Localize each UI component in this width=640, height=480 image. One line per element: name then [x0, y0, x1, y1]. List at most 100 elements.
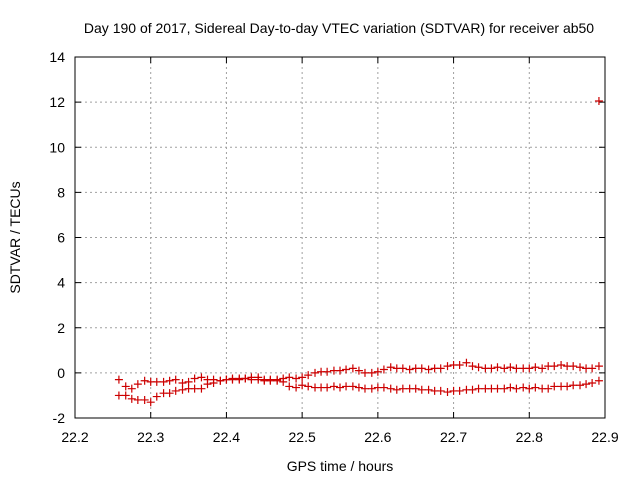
x-tick-label: 22.3	[137, 429, 164, 445]
data-point	[398, 364, 407, 373]
data-point	[525, 384, 534, 393]
data-point	[550, 362, 559, 371]
data-point	[594, 96, 603, 105]
data-point	[159, 377, 168, 386]
x-tick-labels: 22.2 22.3 22.4 22.5 22.6 22.7 22.8 22.9	[61, 429, 618, 445]
x-tick-label: 22.6	[364, 429, 391, 445]
data-point	[178, 385, 187, 394]
data-point	[411, 384, 420, 393]
data-point	[576, 363, 585, 372]
series-outlier	[594, 96, 603, 105]
data-point	[336, 383, 344, 392]
data-point	[298, 373, 307, 382]
data-point	[140, 376, 149, 385]
data-point	[127, 394, 136, 403]
x-tick-label: 22.7	[440, 429, 467, 445]
data-point	[468, 385, 477, 394]
y-tick-label: 10	[49, 139, 65, 155]
x-tick-label: 22.5	[289, 429, 316, 445]
data-point	[342, 382, 351, 391]
data-point	[254, 375, 263, 384]
data-point	[398, 384, 407, 393]
axis-ticks	[74, 56, 606, 419]
data-point	[455, 360, 464, 369]
y-tick-label: 12	[49, 94, 65, 110]
data-point	[443, 388, 452, 397]
data-point	[462, 358, 471, 367]
data-point	[594, 362, 603, 371]
data-point	[424, 385, 433, 394]
data-point	[304, 371, 313, 380]
data-point	[323, 367, 332, 376]
data-point	[354, 366, 363, 375]
x-tick-label: 22.2	[61, 429, 88, 445]
data-point	[133, 395, 142, 404]
data-point	[348, 382, 357, 391]
data-point	[531, 383, 540, 392]
data-point	[279, 377, 288, 386]
data-point	[557, 360, 566, 369]
data-point	[348, 364, 357, 373]
data-point	[152, 392, 161, 401]
data-point	[171, 375, 180, 384]
data-point	[329, 382, 338, 391]
data-point	[292, 374, 301, 383]
data-point	[354, 383, 363, 392]
data-point	[468, 362, 477, 371]
data-point	[582, 380, 591, 389]
data-point	[519, 383, 528, 392]
data-point	[436, 364, 445, 373]
data-point	[266, 376, 275, 385]
y-tick-label: 14	[49, 49, 65, 65]
data-point	[379, 383, 388, 392]
y-tick-label: 2	[57, 320, 65, 336]
data-point	[512, 364, 521, 373]
data-point	[417, 364, 426, 373]
y-tick-label: 4	[57, 275, 65, 291]
data-point	[588, 379, 597, 388]
data-point	[360, 368, 369, 377]
data-points	[114, 96, 603, 407]
data-point	[273, 376, 282, 385]
data-point	[171, 386, 180, 395]
data-point	[178, 379, 187, 388]
y-tick-label: 6	[57, 230, 65, 246]
data-point	[512, 384, 521, 393]
data-point	[367, 368, 376, 377]
data-point	[323, 383, 332, 392]
data-point	[165, 376, 174, 385]
data-point	[417, 385, 426, 394]
x-tick-label: 22.8	[516, 429, 543, 445]
data-point	[209, 379, 218, 388]
data-point	[386, 384, 395, 393]
data-point	[367, 384, 376, 393]
data-point	[500, 364, 509, 373]
data-point	[474, 363, 483, 372]
data-point	[152, 377, 161, 386]
data-point	[538, 364, 547, 373]
data-point	[386, 363, 395, 372]
data-point	[216, 376, 225, 385]
data-point	[405, 365, 414, 374]
data-point	[184, 377, 193, 386]
data-point	[114, 375, 123, 384]
data-point	[506, 363, 515, 372]
data-point	[569, 362, 578, 371]
y-tick-label: 8	[57, 184, 65, 200]
data-point	[443, 362, 452, 371]
data-point	[190, 374, 199, 383]
data-point	[121, 382, 130, 391]
chart-title: Day 190 of 2017, Sidereal Day-to-day VTE…	[84, 20, 594, 36]
data-point	[140, 395, 149, 404]
series-upper	[114, 358, 603, 393]
data-point	[298, 381, 307, 390]
data-point	[121, 391, 130, 400]
data-point	[241, 374, 250, 383]
data-point	[594, 376, 603, 385]
data-point	[576, 381, 585, 390]
y-axis-label: SDTVAR / TECUs	[7, 181, 23, 293]
data-point	[285, 373, 294, 382]
data-point	[336, 366, 344, 375]
x-axis-label: GPS time / hours	[287, 458, 394, 474]
